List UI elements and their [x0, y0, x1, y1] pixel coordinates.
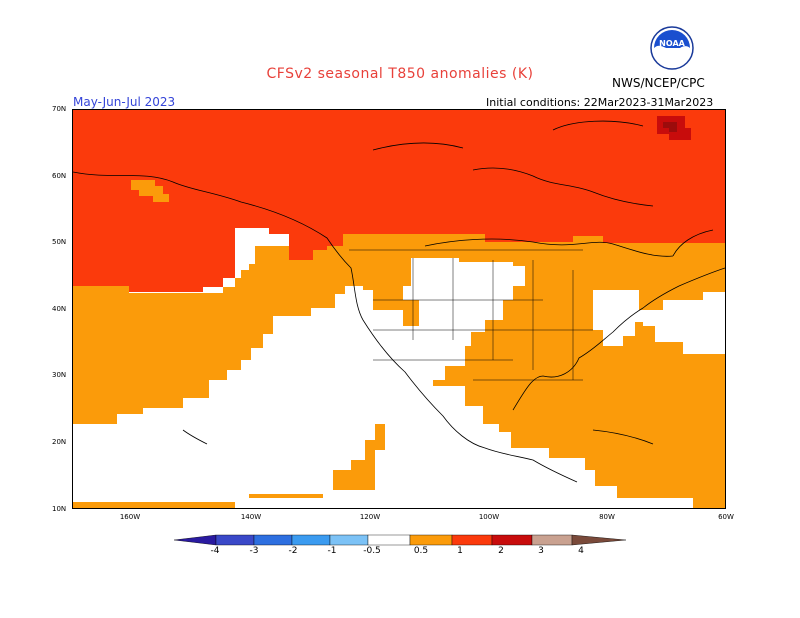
- colorbar-tick: -4: [210, 546, 220, 556]
- colorbar-bin: [491, 534, 533, 546]
- anomaly-region-3-4: [663, 122, 677, 132]
- near-normal-east: [593, 290, 649, 346]
- colorbar-bin: [291, 534, 331, 546]
- season-label: May-Jun-Jul 2023: [73, 95, 176, 109]
- map-frame: [72, 109, 726, 509]
- agency-label: NWS/NCEP/CPC: [612, 76, 705, 90]
- colorbar-tick: 4: [578, 546, 584, 556]
- colorbar-bin: [253, 534, 293, 546]
- noaa-logo-text: NOAA: [659, 39, 685, 48]
- colorbar-bin: [215, 534, 255, 546]
- lon-label-160w: 160W: [119, 513, 141, 521]
- colorbar-bin: [409, 534, 453, 546]
- colorbar-tick: -0.5: [363, 546, 381, 556]
- colorbar-tick: 1: [457, 546, 463, 556]
- noaa-logo: NOAA: [650, 26, 694, 70]
- lat-label-70n: 70N: [52, 105, 67, 113]
- anomaly-map: [73, 110, 725, 508]
- lat-label-30n: 30N: [52, 371, 67, 379]
- lat-label-20n: 20N: [52, 438, 67, 446]
- coastlines: [73, 120, 725, 483]
- anomaly-region-1-2: [73, 110, 725, 292]
- near-normal-west: [73, 262, 525, 502]
- initial-conditions-label: Initial conditions: 22Mar2023-31Mar2023: [486, 96, 714, 109]
- colorbar-bin: [531, 534, 573, 546]
- lon-label-140w: 140W: [240, 513, 262, 521]
- map-title: CFSv2 seasonal T850 anomalies (K): [266, 66, 534, 82]
- colorbar-tick: 3: [538, 546, 544, 556]
- lat-label-50n: 50N: [52, 238, 67, 246]
- colorbar-tick: -1: [327, 546, 337, 556]
- near-normal-central: [403, 258, 493, 346]
- lon-label-120w: 120W: [359, 513, 381, 521]
- state-borders: [349, 249, 593, 381]
- colorbar: [174, 534, 626, 546]
- lat-label-60n: 60N: [52, 172, 67, 180]
- alaska-orange-spot: [131, 180, 169, 202]
- lat-label-40n: 40N: [52, 305, 67, 313]
- lon-label-60w: 60W: [718, 513, 734, 521]
- lon-label-100w: 100W: [478, 513, 500, 521]
- lat-label-10n: 10N: [52, 505, 67, 513]
- colorbar-tick: 2: [498, 546, 504, 556]
- colorbar-tick: -2: [288, 546, 298, 556]
- colorbar-tick: -3: [249, 546, 259, 556]
- colorbar-bin: [451, 534, 493, 546]
- lon-label-80w: 80W: [599, 513, 615, 521]
- colorbar-arrow-high: [571, 534, 626, 546]
- colorbar-tick: 0.5: [413, 546, 429, 556]
- colorbar-bin: [367, 534, 411, 546]
- colorbar-bin: [329, 534, 369, 546]
- colorbar-arrow-low: [174, 534, 217, 546]
